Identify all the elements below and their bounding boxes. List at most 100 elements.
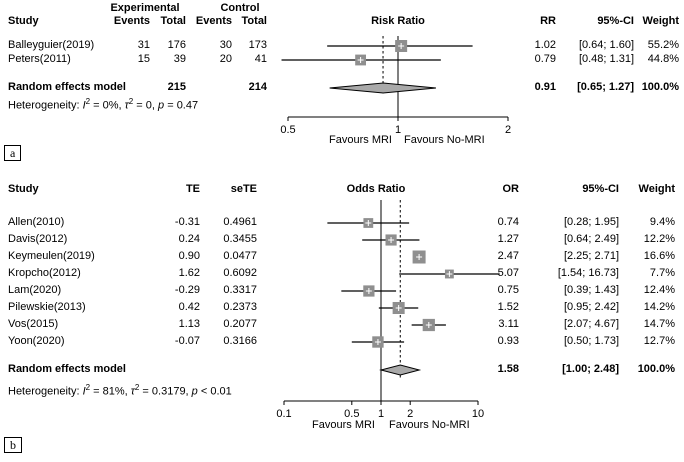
study-sete: 0.0477	[223, 250, 257, 262]
study-effect: 0.93	[497, 335, 519, 347]
study-te: -0.07	[174, 335, 200, 347]
column-header-study: Study	[8, 15, 39, 27]
study-effect: 0.75	[497, 284, 519, 296]
study-effect: 1.02	[534, 39, 556, 51]
column-header-ctrl-total: Total	[241, 15, 267, 27]
study-ci: [0.64; 2.49]	[563, 233, 619, 245]
column-header-weight: Weight	[638, 183, 675, 195]
axis-tick-label: 1	[395, 124, 401, 136]
study-ctrl_total: 41	[254, 53, 267, 65]
study-ci: [0.95; 2.42]	[563, 301, 619, 313]
column-header-or: OR	[502, 183, 520, 195]
axis-tick-label: 2	[505, 124, 511, 136]
study-effect: 2.47	[497, 250, 519, 262]
study-te: 0.42	[178, 301, 200, 313]
favours-left-label: Favours MRI	[329, 134, 392, 146]
heterogeneity-segment: = 0%,	[90, 99, 125, 112]
study-exp_total: 39	[173, 53, 186, 65]
summary-row-label: Random effects model	[8, 81, 126, 93]
heterogeneity-segment: τ	[130, 385, 135, 398]
study-effect: 1.27	[497, 233, 519, 245]
study-effect: 0.79	[534, 53, 556, 65]
column-header-study: Study	[8, 183, 39, 195]
forest-panel-a: 0.5 1 2 Experimental Control Study Events …	[0, 0, 684, 166]
column-header-ctrl-events: Events	[195, 15, 232, 27]
heterogeneity-segment: 2	[85, 383, 91, 392]
study-name: Yoon(2020)	[8, 335, 65, 347]
study-te: 1.62	[178, 267, 200, 279]
heterogeneity-segment: 2	[134, 383, 140, 392]
study-sete: 0.4961	[223, 216, 257, 228]
study-sete: 0.2373	[223, 301, 257, 313]
study-ci: [0.50; 1.73]	[563, 335, 619, 347]
heterogeneity-segment: p	[191, 385, 198, 398]
favours-right-label: Favours No-MRI	[404, 134, 485, 146]
column-header-odds-ratio: Odds Ratio	[346, 183, 406, 195]
study-te: 0.24	[178, 233, 200, 245]
study-name: Keymeulen(2019)	[8, 250, 95, 262]
study-weight: 14.7%	[643, 318, 675, 330]
panel-tag-a: a	[4, 145, 22, 161]
heterogeneity-segment: 2	[85, 97, 91, 106]
study-name: Lam(2020)	[8, 284, 62, 296]
heterogeneity-segment: 2	[128, 97, 134, 106]
study-sete: 0.3166	[223, 335, 257, 347]
summary-effect-value: 0.91	[534, 81, 556, 93]
heterogeneity-segment: p	[158, 99, 165, 112]
heterogeneity-note: Heterogeneity: I2 = 81%, τ2 = 0.3179, p …	[8, 381, 232, 398]
favours-left-label: Favours MRI	[312, 419, 375, 431]
column-header-te: TE	[185, 183, 200, 195]
heterogeneity-segment: = 0.3179,	[139, 385, 192, 398]
forest-panel-b: 0.1 0.5 1 2 10 Study TE seTE Odds Ratio OR 9…	[0, 166, 684, 462]
study-weight: 16.6%	[643, 250, 675, 262]
study-exp_events: 15	[137, 53, 150, 65]
study-exp_events: 31	[137, 39, 150, 51]
study-name: Balleyguier(2019)	[8, 39, 95, 51]
study-ci: [1.54; 16.73]	[557, 267, 619, 279]
study-ci: [0.39; 1.43]	[563, 284, 619, 296]
axis-tick-label: 0.1	[276, 408, 291, 420]
summary-diamond	[379, 364, 422, 376]
study-te: 0.90	[178, 250, 200, 262]
panel-tag-b: b	[4, 437, 22, 453]
study-weight: 12.2%	[643, 233, 675, 245]
column-header-exp-events: Events	[113, 15, 150, 27]
column-header-risk-ratio: Risk Ratio	[371, 15, 425, 27]
summary-row-label: Random effects model	[8, 363, 126, 375]
summary-ctrl-total: 214	[248, 81, 267, 93]
column-header-sete: seTE	[230, 183, 257, 195]
column-header-ci: 95%-CI	[597, 15, 634, 27]
study-weight: 9.4%	[649, 216, 675, 228]
study-te: -0.31	[174, 216, 200, 228]
study-te: 1.13	[178, 318, 200, 330]
heterogeneity-segment: = 81%,	[90, 385, 131, 398]
summary-weight-value: 100.0%	[637, 363, 675, 375]
risk-ratio-plot: 0.5 1 2	[280, 36, 511, 136]
study-ci: [0.48; 1.31]	[578, 53, 634, 65]
axis-tick-label: 10	[472, 408, 484, 420]
study-effect: 3.11	[498, 318, 519, 330]
study-sete: 0.2077	[223, 318, 257, 330]
heterogeneity-segment: τ	[124, 99, 129, 112]
study-exp_total: 176	[167, 39, 186, 51]
study-ci: [2.07; 4.67]	[563, 318, 619, 330]
heterogeneity-segment: Heterogeneity:	[8, 99, 83, 112]
heterogeneity-segment: I	[82, 99, 86, 112]
study-ctrl_events: 20	[219, 53, 232, 65]
study-ctrl_total: 173	[248, 39, 267, 51]
study-ci: [0.28; 1.95]	[563, 216, 619, 228]
axis-tick-label: 2	[407, 408, 413, 420]
column-group-header-control: Control	[220, 2, 260, 14]
axis-tick-label: 1	[378, 408, 384, 420]
study-sete: 0.3455	[223, 233, 257, 245]
study-weight: 12.7%	[643, 335, 675, 347]
study-weight: 55.2%	[647, 39, 679, 51]
axis-tick-label: 0.5	[280, 124, 295, 136]
study-name: Peters(2011)	[8, 53, 71, 65]
heterogeneity-note: Heterogeneity: I2 = 0%, τ2 = 0, p = 0.47	[8, 95, 198, 112]
heterogeneity-segment: = 0.47	[164, 99, 199, 112]
summary-ci-value: [1.00; 2.48]	[562, 363, 619, 375]
summary-ci-value: [0.65; 1.27]	[577, 81, 634, 93]
heterogeneity-segment: I	[82, 385, 86, 398]
